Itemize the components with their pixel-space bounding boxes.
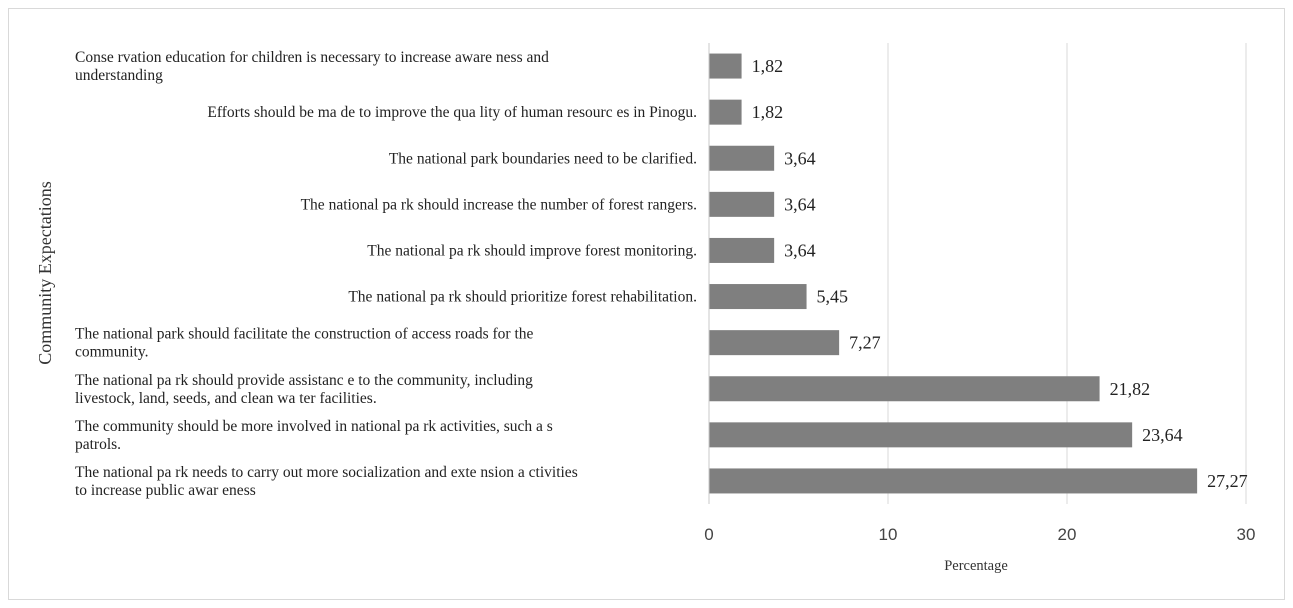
category-label: The national pa rk should improve forest…: [367, 242, 697, 259]
category-label-line: The national pa rk should prioritize for…: [348, 289, 697, 306]
category-label-line: The national pa rk should improve forest…: [367, 242, 697, 259]
category-label-line: The national park boundaries need to be …: [389, 150, 697, 167]
category-label-line: Conse rvation education for children is …: [75, 49, 549, 66]
value-label: 23,64: [1142, 425, 1183, 445]
x-tick-label: 30: [1237, 525, 1256, 544]
value-label: 3,64: [784, 148, 816, 168]
category-label-line: The national pa rk should increase the n…: [301, 196, 697, 213]
category-label: The national pa rk needs to carry out mo…: [75, 464, 578, 499]
bar: [709, 99, 742, 125]
category-labels: Conse rvation education for children is …: [75, 49, 697, 499]
y-axis-title: Community Expectations: [35, 181, 55, 364]
category-label: The national pa rk should increase the n…: [301, 196, 697, 213]
category-label: Efforts should be ma de to improve the q…: [207, 104, 697, 121]
bar: [709, 330, 840, 356]
bar: [709, 53, 742, 79]
bar: [709, 145, 775, 171]
bar: [709, 376, 1100, 402]
value-label: 7,27: [849, 333, 881, 353]
bar-chart: Conse rvation education for children is …: [35, 43, 1255, 574]
value-label: 5,45: [817, 287, 849, 307]
category-label-line: community.: [75, 344, 148, 361]
category-label-line: to increase public awar eness: [75, 482, 256, 499]
bar: [709, 468, 1198, 494]
bars: [709, 53, 1198, 494]
category-label: The community should be more involved in…: [75, 418, 553, 453]
chart-frame: Conse rvation education for children is …: [8, 8, 1285, 600]
category-label: The national pa rk should prioritize for…: [348, 289, 697, 306]
bar: [709, 422, 1133, 448]
category-label-line: patrols.: [75, 436, 121, 453]
value-label: 21,82: [1110, 379, 1151, 399]
value-label: 1,82: [752, 56, 784, 76]
value-label: 3,64: [784, 194, 816, 214]
value-labels: 1,82 1,82 3,64 3,64 3,64 5,45 7,27 21,82 23,64 27…: [752, 56, 1248, 491]
category-label-line: livestock, land, seeds, and clean wa ter…: [75, 390, 377, 407]
bar: [709, 191, 775, 217]
category-label-line: The national park should facilitate the …: [75, 326, 533, 343]
category-label: Conse rvation education for children is …: [75, 49, 549, 84]
bar: [709, 237, 775, 263]
category-label: The national park should facilitate the …: [75, 326, 533, 361]
category-label-line: understanding: [75, 67, 163, 84]
bar: [709, 284, 807, 310]
x-tick-label: 0: [704, 525, 713, 544]
category-label-line: Efforts should be ma de to improve the q…: [207, 104, 697, 121]
category-label: The national pa rk should provide assist…: [75, 372, 533, 407]
category-label: The national park boundaries need to be …: [389, 150, 697, 167]
x-tick-label: 20: [1058, 525, 1077, 544]
x-tick-label: 10: [879, 525, 898, 544]
category-label-line: The national pa rk needs to carry out mo…: [75, 464, 578, 481]
category-label-line: The community should be more involved in…: [75, 418, 553, 435]
category-label-line: The national pa rk should provide assist…: [75, 372, 533, 389]
x-tick-labels: 0 10 20 30: [704, 525, 1255, 544]
value-label: 1,82: [752, 102, 784, 122]
x-axis-title: Percentage: [944, 558, 1008, 574]
value-label: 27,27: [1207, 471, 1248, 491]
value-label: 3,64: [784, 240, 816, 260]
